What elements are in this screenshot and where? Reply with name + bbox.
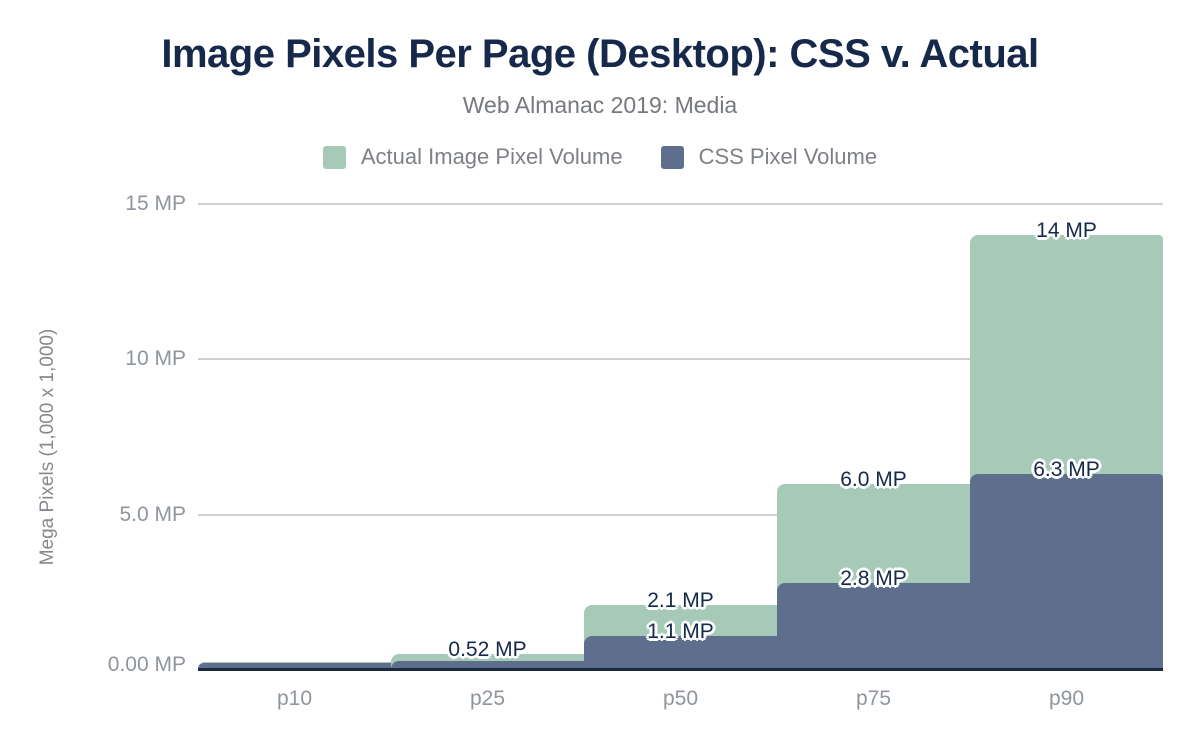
x-axis-tick-label-p10: p10: [276, 687, 313, 710]
series-step-css-p10[interactable]: [198, 663, 391, 669]
y-axis-tick-label-1: 5.0 MP: [119, 502, 186, 526]
legend-item-label: CSS Pixel Volume: [698, 144, 878, 169]
series-step-css-p75[interactable]: [777, 583, 970, 669]
x-axis-tick-label-p90: p90: [1048, 687, 1085, 710]
y-axis-tick-label-2: 10 MP: [125, 347, 186, 371]
gridline-5.0-mp: [198, 513, 1163, 516]
series-step-css-p25[interactable]: [391, 660, 584, 669]
chart-subtitle: Web Almanac 2019: Media: [462, 92, 738, 118]
x-axis-tick-label-p50: p50: [662, 687, 699, 710]
data-label-css-p50: 1.1 MP: [647, 619, 714, 643]
legend-item-label: Actual Image Pixel Volume: [360, 144, 623, 169]
legend-swatch-icon: [660, 145, 684, 169]
x-axis-tick-label-p25: p25: [469, 687, 506, 710]
data-label-css-p90: 6.3 MP: [1033, 458, 1100, 482]
gridline-10-mp: [198, 358, 1163, 361]
data-label-actual-p90: 14 MP: [1036, 219, 1097, 243]
gridline-15-mp: [198, 203, 1163, 205]
y-axis-tick-label-0: 0.00 MP: [107, 653, 186, 676]
x-axis-baseline: [198, 668, 1163, 671]
data-label-actual-p50: 2.1 MP: [647, 588, 714, 612]
series-step-css-p90[interactable]: [970, 474, 1163, 669]
chart-title: Image Pixels Per Page (Desktop): CSS v. …: [161, 32, 1039, 76]
y-axis-tick-label-3: 15 MP: [125, 192, 186, 215]
data-label-actual-p25: 0.52 MP: [448, 637, 527, 661]
legend-swatch-icon: [322, 145, 346, 169]
x-axis-tick-label-p75: p75: [855, 687, 892, 710]
legend: Actual Image Pixel Volume CSS Pixel Volum…: [0, 144, 1200, 170]
series-step-css-p50[interactable]: [584, 635, 777, 669]
legend-item-css[interactable]: CSS Pixel Volume: [660, 144, 878, 170]
legend-item-actual[interactable]: Actual Image Pixel Volume: [322, 144, 623, 170]
data-label-css-p75: 2.8 MP: [840, 567, 907, 590]
data-label-actual-p75: 6.0 MP: [840, 467, 907, 491]
